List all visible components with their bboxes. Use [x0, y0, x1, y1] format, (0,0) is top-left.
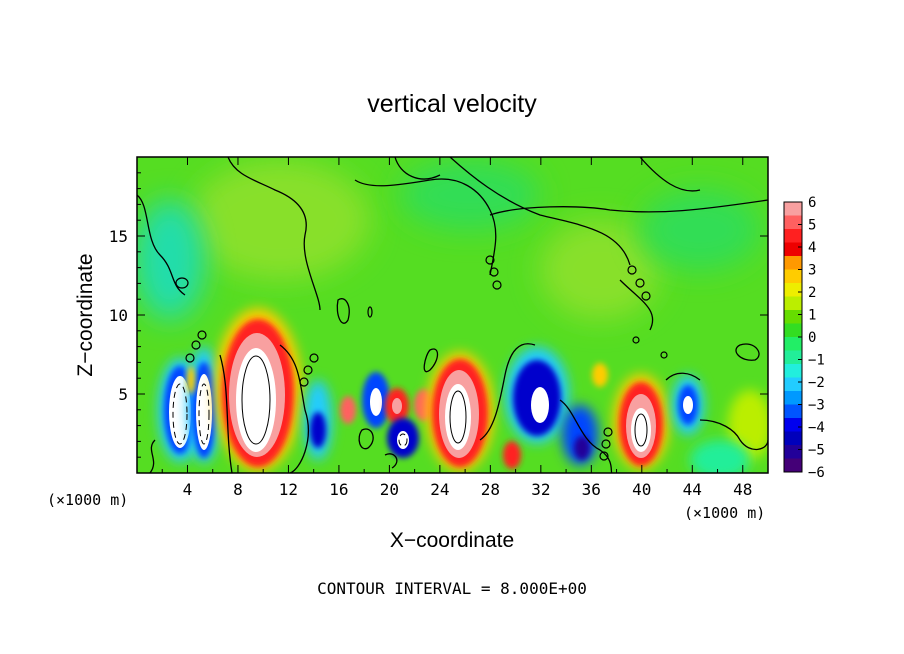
colorbar-swatch: [784, 377, 802, 392]
colorbar-label: 4: [808, 240, 816, 256]
y-tick-label: 10: [109, 306, 128, 325]
cell-downdraft-x14: [304, 380, 356, 460]
x-tick-labels: 4 8 12 16 20 24 28 32 36 40 44 48: [183, 480, 753, 499]
colorbar-swatch: [784, 296, 802, 311]
x-tick-label: 36: [582, 480, 601, 499]
upper-region: [190, 160, 370, 280]
small-updraft-x30: [503, 441, 521, 469]
colorbar-swatch: [784, 215, 802, 230]
colorbar-swatch: [784, 431, 802, 446]
zero-contour-loops: [175, 255, 668, 461]
y-tick-label: 5: [118, 385, 128, 404]
colorbar-swatch: [784, 404, 802, 419]
upper-region: [540, 220, 660, 320]
colorbar-label: −2: [808, 375, 825, 391]
colorbar-label: −6: [808, 465, 825, 481]
colorbar-swatch: [784, 323, 802, 338]
colorbar-swatch: [784, 337, 802, 351]
negative-contours: [172, 383, 408, 447]
x-tick-label: 12: [279, 480, 298, 499]
colorbar-swatch: [784, 242, 802, 257]
x-tick-label: 32: [531, 480, 550, 499]
colorbar-label: 3: [808, 263, 816, 279]
cell-updraft-x40: [613, 374, 669, 470]
cell-updraft-x25: [426, 352, 494, 472]
contour-interval-footer: CONTOUR INTERVAL = 8.000E+00: [317, 579, 587, 598]
cell-updraft-x9: [214, 308, 302, 472]
colorbar-label: −4: [808, 420, 825, 436]
colorbar-label: 0: [808, 330, 816, 346]
x-tick-label: 16: [329, 480, 348, 499]
x-tick-label: 48: [733, 480, 752, 499]
small-updraft-x4: [187, 366, 195, 394]
colorbar-swatch: [784, 350, 802, 365]
chart-title: vertical velocity: [367, 90, 537, 118]
upper-region: [137, 200, 205, 320]
upper-region: [640, 190, 760, 270]
x-axis-unit-left: (×1000 m): [47, 491, 128, 509]
zero-contours: [137, 157, 768, 473]
colorbar-swatch: [784, 269, 802, 284]
colorbar-swatch: [784, 229, 802, 243]
colorbar-swatch: [784, 202, 802, 216]
cell-downdraft-x35: [562, 363, 608, 465]
x-tick-label: 28: [481, 480, 500, 499]
y-axis-label: Z−coordinate: [74, 253, 97, 376]
colorbar-swatch: [784, 418, 802, 432]
colorbar-swatch: [784, 458, 802, 473]
x-tick-label: 24: [430, 480, 449, 499]
y-axis-ticks: [137, 172, 768, 458]
colorbar-label: 5: [808, 218, 816, 234]
y-tick-labels: 5 10 15: [109, 227, 128, 404]
x-tick-label: 20: [380, 480, 399, 499]
colorbar-swatch: [784, 364, 802, 378]
cell-downdraft-x43: [672, 375, 704, 435]
x-tick-label: 8: [233, 480, 243, 499]
colorbar-labels: 6 5 4 3 2 1 0 −1 −2 −3 −4 −5 −6: [808, 195, 825, 481]
colorbar-label: 6: [808, 195, 816, 211]
x-tick-label: 4: [183, 480, 193, 499]
x-axis-unit-right: (×1000 m): [684, 504, 765, 522]
colorbar-label: 2: [808, 285, 816, 301]
positive-contours: [241, 355, 648, 447]
x-axis-ticks: [161, 157, 744, 473]
colorbar-label: 1: [808, 308, 816, 324]
x-tick-label: 40: [632, 480, 651, 499]
colorbar-swatch: [784, 256, 802, 270]
weak-region-x46: [690, 440, 750, 473]
colorbar-label: −5: [808, 443, 825, 459]
cell-downdraft-x32: [505, 347, 569, 443]
velocity-field: [137, 157, 768, 473]
x-tick-label: 44: [683, 480, 702, 499]
upper-region: [400, 160, 540, 230]
colorbar-label: −3: [808, 398, 825, 414]
colorbar-swatch: [784, 445, 802, 459]
weak-region-x47: [728, 390, 768, 460]
colorbar-swatch: [784, 391, 802, 405]
colorbar-label: −1: [808, 353, 825, 369]
y-tick-label: 15: [109, 227, 128, 246]
colorbar: [783, 201, 803, 473]
colorbar-swatch: [784, 310, 802, 324]
colorbar-swatch: [784, 283, 802, 297]
x-axis-label: X−coordinate: [390, 529, 514, 552]
